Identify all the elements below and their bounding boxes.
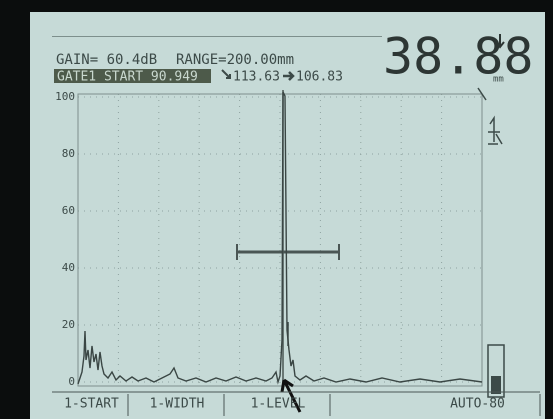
gain-label: GAIN= 60.4dB <box>56 52 157 68</box>
header-rule <box>52 36 382 37</box>
surface-distance-value: 106.83 <box>296 70 343 85</box>
axis-label: 60 <box>62 204 75 217</box>
axis-label: 100 <box>55 90 75 103</box>
menu-button[interactable]: 1-START <box>64 397 119 412</box>
axis-label: 20 <box>62 318 75 331</box>
menu-button[interactable]: 1-LEVEL <box>251 397 306 412</box>
battery-level <box>491 376 501 394</box>
range-label: RANGE=200.00mm <box>176 52 294 68</box>
menu-button[interactable]: 1-WIDTH <box>150 397 205 412</box>
gate-label: GATE1 START 90.949 <box>57 70 198 85</box>
axis-label: 0 <box>68 375 75 388</box>
axis-label: 40 <box>62 261 75 274</box>
sound-path-value: 113.63 <box>233 70 280 85</box>
axis-label: 80 <box>62 147 75 160</box>
thickness-reading: 38.88 <box>383 28 534 86</box>
menu-button[interactable]: AUTO-80 <box>450 397 505 412</box>
device-photo: GAIN= 60.4dB RANGE=200.00mm GATE1 START … <box>0 0 553 419</box>
reading-unit: mm <box>493 75 504 85</box>
page: GAIN= 60.4dB RANGE=200.00mm GATE1 START … <box>0 0 553 419</box>
